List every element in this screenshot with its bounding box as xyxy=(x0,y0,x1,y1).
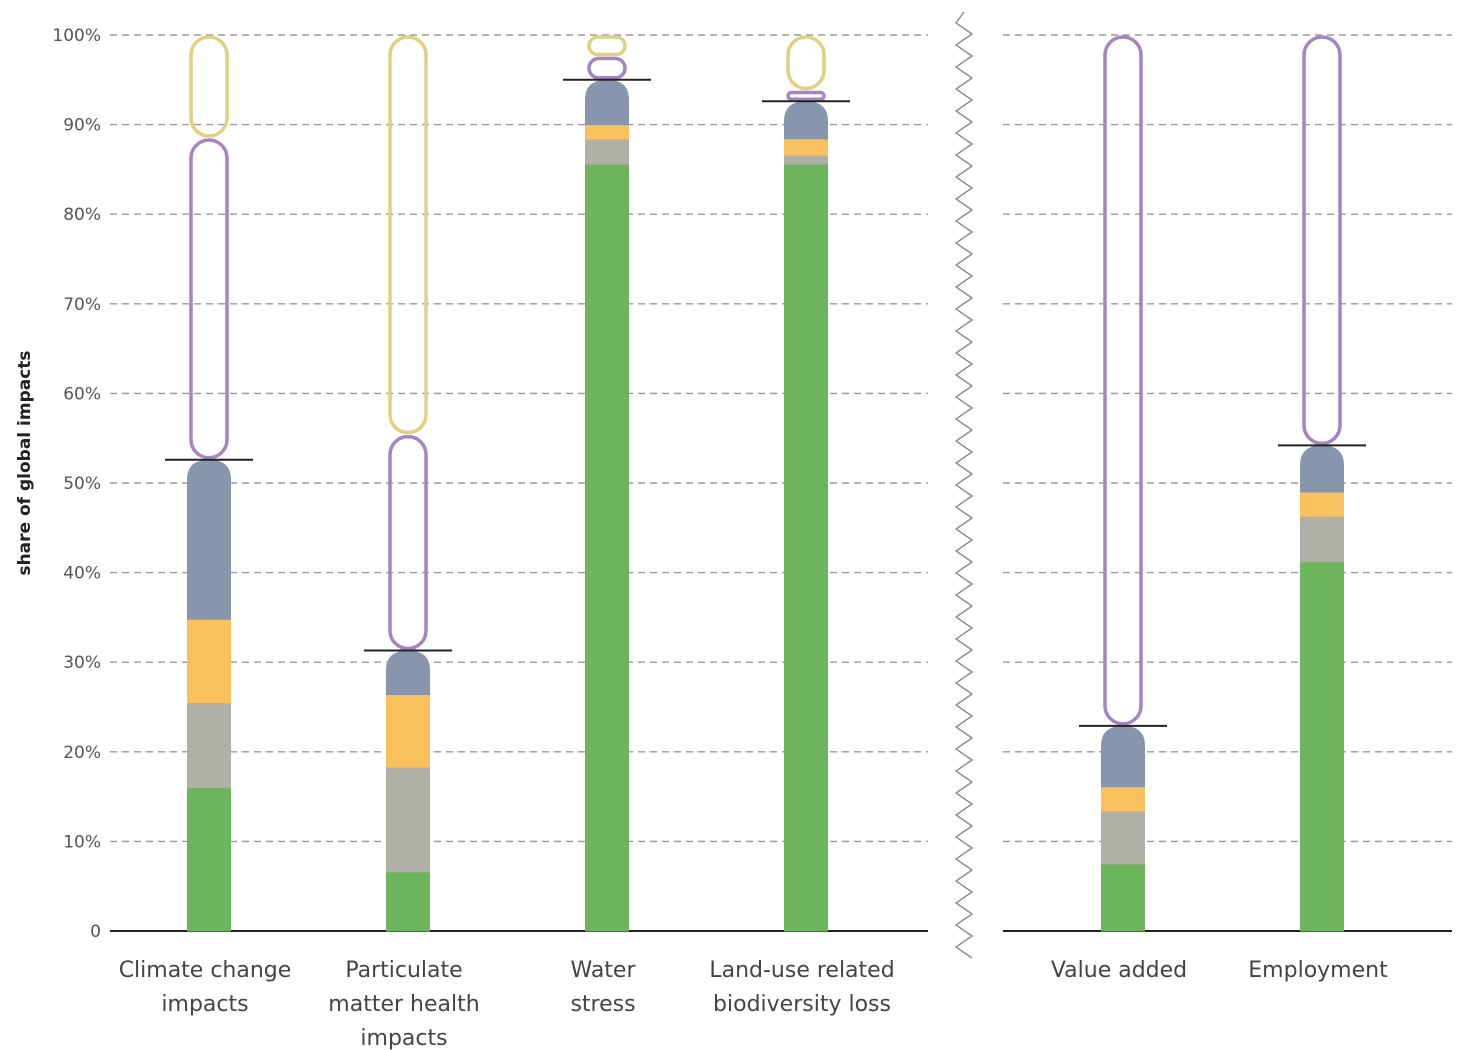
bar-group xyxy=(762,35,850,932)
category-label-line: Particulate xyxy=(345,958,462,983)
axes: 0 10% 20% 30% 40% 50% 60% 70% 80% 90% 100% xyxy=(52,11,1452,959)
outline-capsule-purple_outline xyxy=(189,138,229,460)
bar-segment-green xyxy=(187,787,231,932)
bar-segment-orange xyxy=(784,138,828,156)
category-label-line: Climate change xyxy=(119,958,292,983)
y-tick-label: 0 xyxy=(90,922,101,942)
bar-group xyxy=(1278,35,1366,932)
bar-segment-green xyxy=(784,164,828,932)
y-tick-label: 80% xyxy=(63,205,101,225)
outline-capsule-purple_outline xyxy=(388,434,428,651)
category-label-line: impacts xyxy=(161,992,248,1017)
outline-capsule-purple_outline xyxy=(1302,35,1342,446)
outline-capsule-yellow_outline xyxy=(388,35,428,435)
y-tick-label: 30% xyxy=(63,653,101,673)
bar-segment-grey xyxy=(585,138,629,165)
outline-capsule-purple_outline xyxy=(786,90,826,102)
bar-segment-orange xyxy=(187,619,231,704)
outline-capsule-yellow_outline xyxy=(587,35,627,57)
bar-segment-orange xyxy=(585,124,629,140)
bar-group xyxy=(563,35,651,932)
category-label-line: Value added xyxy=(1051,958,1187,983)
axis-break-zigzag xyxy=(954,11,974,959)
bar-segment-blue_grey xyxy=(585,79,629,126)
outline-capsule-yellow_outline xyxy=(786,35,826,91)
y-tick-label: 100% xyxy=(52,26,101,46)
category-label-line: stress xyxy=(570,992,635,1017)
bar-segment-orange xyxy=(1101,786,1145,812)
category-label-line: Land-use related xyxy=(709,958,894,983)
bar-segment-blue_grey xyxy=(784,101,828,140)
y-tick-label: 10% xyxy=(63,832,101,852)
category-label: Particulate matter health impacts xyxy=(328,958,479,1050)
category-label: Land-use related biodiversity loss xyxy=(709,958,894,1017)
bar-segment-orange xyxy=(386,694,430,768)
y-tick-label: 70% xyxy=(63,295,101,315)
bar-group xyxy=(1079,35,1167,932)
bar-segment-green xyxy=(1101,863,1145,932)
y-tick-label: 90% xyxy=(63,116,101,136)
outline-capsule-purple_outline xyxy=(1103,35,1143,726)
bar-segment-orange xyxy=(1300,491,1344,517)
y-tick-label: 40% xyxy=(63,564,101,584)
bar-segment-blue_grey xyxy=(187,459,231,620)
outline-capsule-purple_outline xyxy=(587,56,627,80)
bar-segment-blue_grey xyxy=(1101,725,1145,788)
bar-group xyxy=(165,35,253,932)
bar-segment-grey xyxy=(1300,516,1344,563)
y-tick-label: 60% xyxy=(63,384,101,404)
category-label: Employment xyxy=(1248,958,1388,983)
bar-group xyxy=(364,35,452,932)
bars xyxy=(165,35,1366,932)
outline-capsule-yellow_outline xyxy=(189,35,229,138)
gridlines xyxy=(110,34,1452,843)
category-label: Value added xyxy=(1051,958,1187,983)
category-label-line: matter health xyxy=(328,992,479,1017)
category-labels: Climate change impacts Particulate matter h… xyxy=(119,958,1388,1050)
category-label-line: Water xyxy=(570,958,636,983)
bar-segment-green xyxy=(386,871,430,932)
category-label: Water stress xyxy=(570,958,636,1017)
bar-segment-blue_grey xyxy=(386,650,430,695)
bar-segment-grey xyxy=(386,767,430,873)
category-label-line: impacts xyxy=(360,1026,447,1050)
y-tick-label: 20% xyxy=(63,743,101,763)
bar-segment-green xyxy=(585,164,629,932)
category-label-line: Employment xyxy=(1248,958,1388,983)
bar-segment-grey xyxy=(187,702,231,789)
bar-segment-blue_grey xyxy=(1300,445,1344,493)
y-axis-label: share of global impacts xyxy=(15,350,35,575)
bar-segment-grey xyxy=(784,155,828,165)
bar-segment-green xyxy=(1300,561,1344,932)
y-tick-label: 50% xyxy=(63,474,101,494)
category-label: Climate change impacts xyxy=(119,958,292,1017)
bar-segment-grey xyxy=(1101,810,1145,865)
category-label-line: biodiversity loss xyxy=(713,992,891,1017)
